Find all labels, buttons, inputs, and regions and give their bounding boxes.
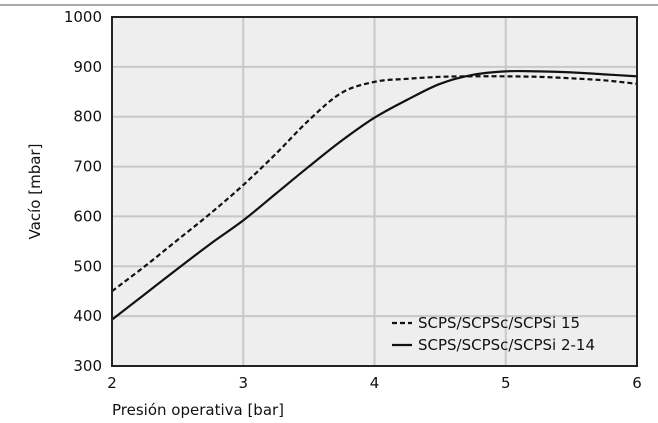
x-tick-label: 4: [370, 374, 380, 392]
x-axis-label: Presión operativa [bar]: [112, 401, 284, 419]
axis-ticks: 2 3 4 5 6 300 400 500 600 700 800 900 1000: [64, 8, 642, 392]
y-tick-label: 500: [73, 257, 102, 275]
x-tick-label: 2: [107, 374, 117, 392]
series-line-1: [111, 75, 638, 293]
y-tick-label: 400: [73, 307, 102, 325]
y-tick-label: 700: [73, 158, 102, 176]
series-line-2: [111, 69, 638, 321]
legend: SCPS/SCPSc/SCPSi 15 SCPS/SCPSc/SCPSi 2-14: [392, 314, 595, 354]
y-tick-label: 300: [73, 357, 102, 375]
x-tick-label: 6: [632, 374, 642, 392]
series-layer: [111, 69, 638, 321]
y-tick-label: 800: [73, 108, 102, 126]
plot-frame: [111, 16, 638, 367]
y-tick-label: 900: [73, 58, 102, 76]
x-tick-label: 3: [238, 374, 248, 392]
y-axis-label: Vacío [mbar]: [26, 144, 44, 240]
legend-label-2: SCPS/SCPSc/SCPSi 2-14: [418, 336, 595, 354]
legend-label-1: SCPS/SCPSc/SCPSi 15: [418, 314, 580, 332]
x-tick-label: 5: [501, 374, 511, 392]
y-tick-label: 600: [73, 207, 102, 225]
y-tick-label: 1000: [64, 8, 102, 26]
